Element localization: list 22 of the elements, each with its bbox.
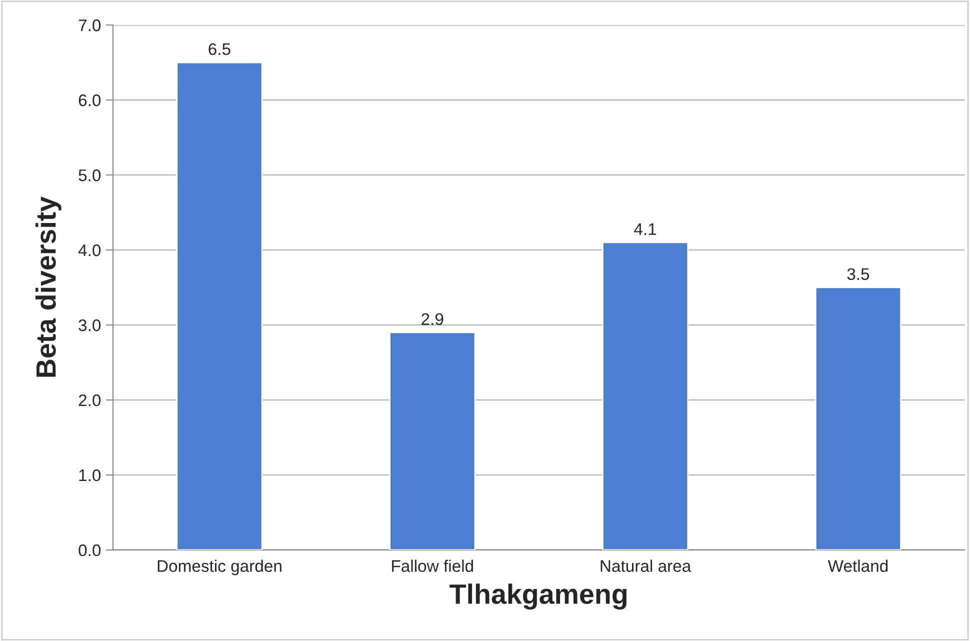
data-label: 6.5	[208, 43, 230, 56]
bar	[602, 242, 689, 550]
y-tick-label: 5.0	[78, 169, 101, 182]
x-tick-label: Natural area	[600, 560, 692, 572]
x-axis-title: Tlhakgameng	[450, 584, 627, 610]
bar	[814, 286, 902, 550]
bar	[389, 332, 476, 550]
x-tick-label: Fallow field	[392, 560, 473, 572]
x-tick-label: Domestic garden	[158, 560, 282, 576]
y-tick-label: 0.0	[78, 544, 101, 556]
data-label: 3.5	[847, 268, 870, 280]
y-tick-label: 2.0	[78, 394, 101, 406]
y-tick-label: 1.0	[79, 469, 101, 482]
y-tick-label: 7.0	[78, 19, 101, 32]
x-tick-label: Wetland	[828, 560, 888, 572]
y-tick-label: 6.0	[78, 94, 101, 106]
y-tick-label: 3.0	[78, 319, 101, 332]
data-label: 4.1	[634, 223, 656, 235]
data-label: 2.9	[422, 313, 444, 326]
y-tick-label: 4.0	[78, 244, 101, 256]
y-axis-title: Beta diversity	[35, 196, 62, 377]
bar	[176, 62, 263, 550]
